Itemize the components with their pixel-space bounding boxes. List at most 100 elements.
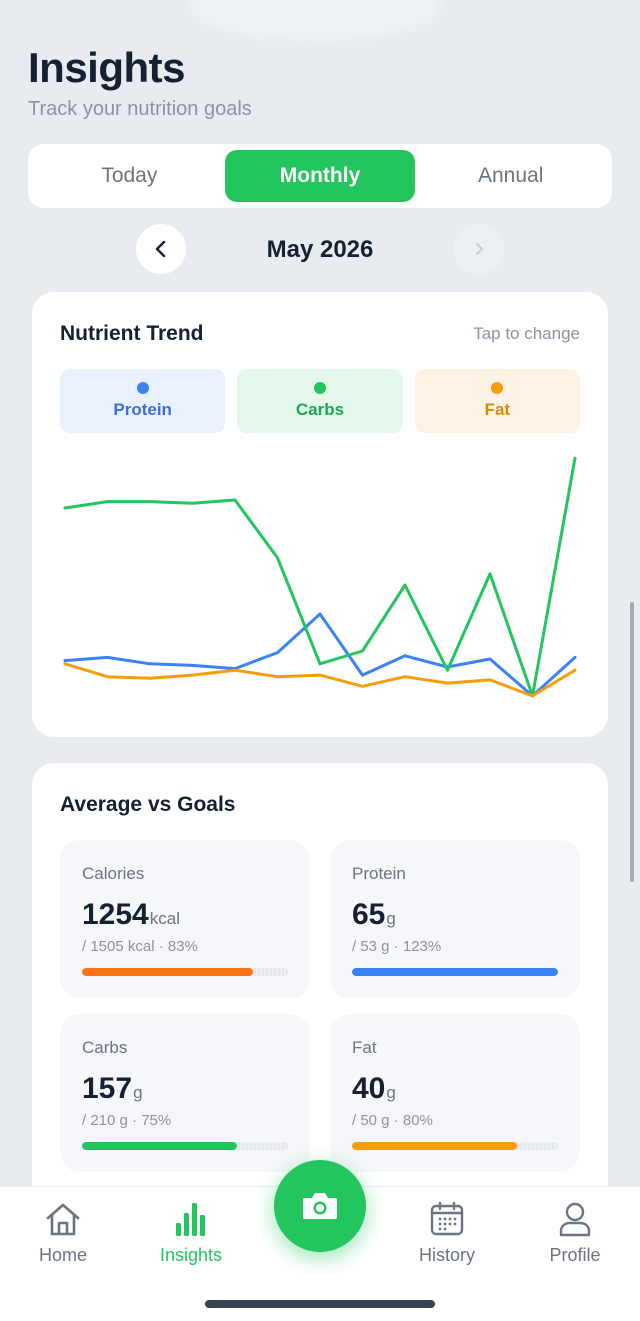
chevron-left-icon bbox=[155, 240, 166, 258]
data-point-protein bbox=[63, 659, 67, 663]
data-point-carbs bbox=[148, 500, 152, 504]
protein-dot-icon bbox=[136, 382, 149, 394]
data-point-carbs bbox=[233, 498, 237, 502]
data-point-carbs bbox=[361, 649, 364, 653]
legend-carbs-chip[interactable]: Carbs bbox=[237, 369, 403, 433]
nutrient-trend-chart[interactable] bbox=[32, 292, 608, 737]
data-point-fat bbox=[488, 678, 492, 682]
goal-unit: g bbox=[386, 909, 396, 928]
goal-name: Calories bbox=[82, 864, 145, 883]
top-glow bbox=[190, 0, 440, 40]
goal-unit: g bbox=[386, 1083, 396, 1102]
goal-value: 65g bbox=[352, 898, 396, 932]
data-point-fat bbox=[403, 675, 407, 679]
data-point-protein bbox=[403, 654, 407, 658]
data-point-fat bbox=[531, 694, 534, 698]
camera-icon bbox=[303, 1193, 337, 1219]
goal-tile-fat[interactable]: Fat 40g / 50 g · 80% bbox=[330, 1014, 580, 1172]
goal-value: 1254kcal bbox=[82, 898, 180, 932]
bar-chart-icon bbox=[176, 1203, 205, 1236]
data-point-carbs bbox=[318, 662, 322, 666]
camera-scan-button[interactable] bbox=[274, 1160, 366, 1252]
data-point-protein bbox=[191, 663, 194, 667]
goal-progress-track bbox=[82, 968, 288, 976]
tab-home-label: Home bbox=[38, 1245, 87, 1265]
month-label: May 2026 bbox=[266, 236, 374, 263]
goal-name: Carbs bbox=[82, 1038, 128, 1057]
goal-progress-fill bbox=[82, 968, 253, 976]
goal-target: / 53 g · 123% bbox=[352, 938, 442, 955]
page-title: Insights bbox=[28, 44, 186, 91]
tab-insights[interactable]: Insights bbox=[136, 1201, 246, 1266]
goal-progress-track bbox=[352, 1142, 558, 1150]
calendar-icon bbox=[430, 1201, 464, 1236]
data-point-fat bbox=[276, 675, 279, 679]
data-point-protein bbox=[276, 651, 279, 655]
goal-value: 157g bbox=[82, 1072, 143, 1106]
data-point-carbs bbox=[106, 500, 109, 504]
goal-tile-protein[interactable]: Protein 65g / 53 g · 123% bbox=[330, 840, 580, 998]
goal-progress-track bbox=[82, 1142, 288, 1150]
data-point-protein bbox=[318, 612, 322, 616]
data-point-protein bbox=[488, 657, 492, 661]
user-icon bbox=[559, 1202, 591, 1237]
tab-home[interactable]: Home bbox=[8, 1201, 118, 1266]
goal-target: / 50 g · 80% bbox=[352, 1112, 433, 1129]
page-subtitle: Track your nutrition goals bbox=[28, 98, 252, 120]
legend-protein-chip[interactable]: Protein bbox=[60, 369, 226, 433]
goal-name: Fat bbox=[352, 1038, 377, 1057]
next-month-button[interactable] bbox=[454, 224, 504, 274]
data-point-carbs bbox=[403, 583, 407, 587]
scrollbar[interactable] bbox=[630, 602, 634, 882]
data-point-protein bbox=[106, 655, 109, 659]
data-point-carbs bbox=[63, 506, 67, 510]
tab-history[interactable]: History bbox=[392, 1201, 502, 1266]
period-segment-control: Today Monthly Annual bbox=[28, 144, 612, 208]
data-point-fat bbox=[573, 668, 577, 672]
tab-today[interactable]: Today bbox=[101, 164, 158, 187]
tab-profile[interactable]: Profile bbox=[520, 1201, 630, 1266]
data-point-fat bbox=[106, 675, 109, 679]
data-point-carbs bbox=[446, 668, 449, 672]
data-point-fat bbox=[148, 676, 152, 680]
goal-progress-track bbox=[352, 968, 558, 976]
tap-to-change-hint: Tap to change bbox=[473, 324, 580, 343]
legend-carbs-label: Carbs bbox=[295, 400, 345, 419]
previous-month-button[interactable] bbox=[136, 224, 186, 274]
data-point-fat bbox=[318, 673, 322, 677]
data-point-carbs bbox=[573, 456, 577, 460]
legend-fat-label: Fat bbox=[484, 400, 511, 419]
goal-target: / 1505 kcal · 83% bbox=[82, 938, 198, 955]
chart-legend: Protein Carbs Fat bbox=[60, 369, 580, 433]
goal-number: 157 bbox=[82, 1072, 133, 1105]
goal-progress-fill bbox=[352, 1142, 517, 1150]
goal-tile-calories[interactable]: Calories 1254kcal / 1505 kcal · 83% bbox=[60, 840, 310, 998]
tab-profile-label: Profile bbox=[549, 1245, 601, 1265]
home-icon bbox=[46, 1203, 80, 1236]
tab-insights-label: Insights bbox=[159, 1245, 223, 1265]
legend-fat-chip[interactable]: Fat bbox=[414, 369, 580, 433]
data-point-protein bbox=[361, 673, 364, 677]
goal-unit: kcal bbox=[149, 909, 180, 928]
data-point-carbs bbox=[276, 556, 279, 560]
goal-value: 40g bbox=[352, 1072, 396, 1106]
legend-protein-label: Protein bbox=[113, 400, 172, 419]
nutrient-trend-card: Nutrient Trend Tap to change Protein Car… bbox=[32, 292, 608, 737]
series-line-fat bbox=[63, 662, 577, 698]
data-point-carbs bbox=[488, 572, 492, 576]
data-point-protein bbox=[573, 655, 577, 659]
goal-progress-fill bbox=[82, 1142, 237, 1150]
goal-tile-carbs[interactable]: Carbs 157g / 210 g · 75% bbox=[60, 1014, 310, 1172]
tab-monthly[interactable]: Monthly bbox=[224, 150, 416, 202]
goal-number: 65 bbox=[352, 898, 386, 931]
data-point-carbs bbox=[191, 501, 194, 505]
goal-unit: g bbox=[133, 1083, 143, 1102]
goal-progress-fill bbox=[352, 968, 558, 976]
average-vs-goals-card: Average vs Goals Calories 1254kcal / 150… bbox=[32, 763, 608, 1223]
tab-annual[interactable]: Annual bbox=[477, 164, 544, 187]
data-point-fat bbox=[446, 681, 449, 685]
goal-name: Protein bbox=[352, 864, 406, 883]
data-point-fat bbox=[191, 673, 194, 677]
goal-target: / 210 g · 75% bbox=[82, 1112, 172, 1129]
chevron-right-icon bbox=[476, 243, 483, 255]
